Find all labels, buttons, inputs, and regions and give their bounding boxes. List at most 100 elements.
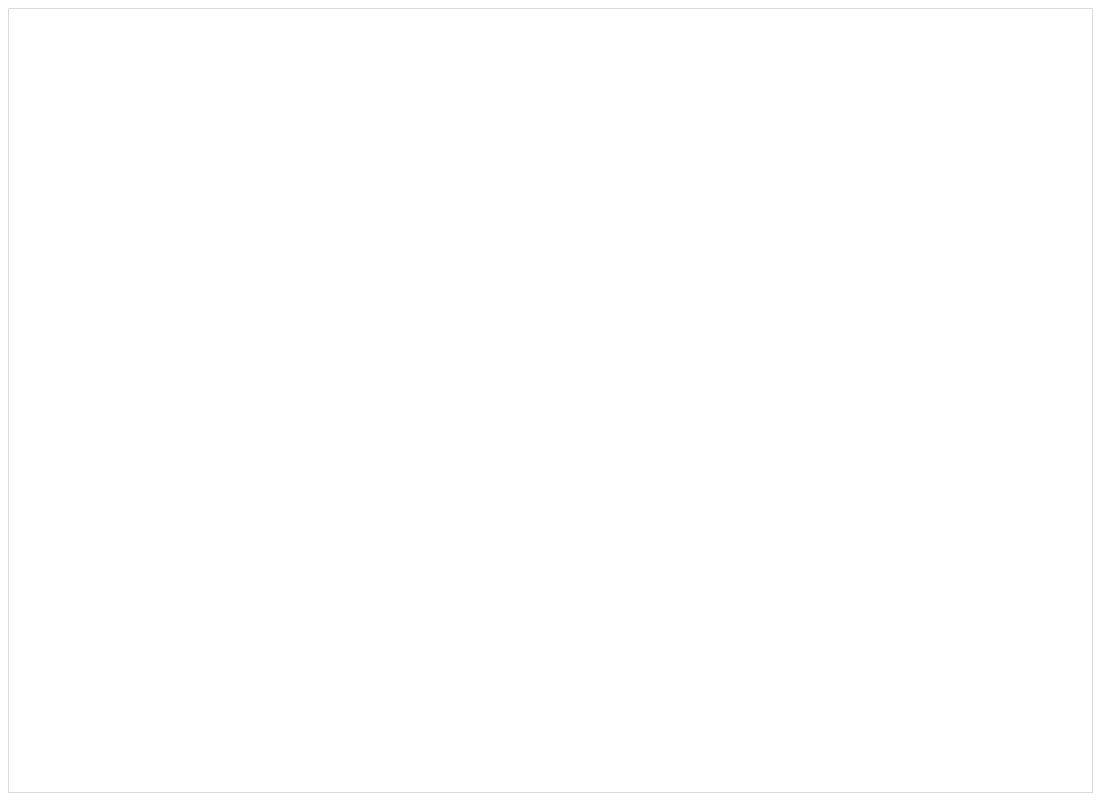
Text: 26: 26 <box>851 377 865 387</box>
Text: 5: 5 <box>351 181 358 191</box>
Text: 3: 3 <box>97 92 103 102</box>
Text: 18: 18 <box>833 92 847 102</box>
Text: 29: 29 <box>883 475 896 485</box>
Bar <box>232 233 274 261</box>
Bar <box>1020 240 1055 265</box>
Text: 10: 10 <box>449 92 462 102</box>
Text: 5: 5 <box>327 92 333 102</box>
FancyBboxPatch shape <box>63 303 168 398</box>
Text: 33: 33 <box>485 502 498 512</box>
Bar <box>654 420 675 428</box>
Bar <box>60 300 215 405</box>
Bar <box>704 236 756 264</box>
Bar <box>572 193 637 233</box>
Text: 30: 30 <box>621 519 635 529</box>
Text: 44: 44 <box>88 663 101 673</box>
Text: 11: 11 <box>483 92 497 102</box>
Text: eurospares: eurospares <box>92 474 392 518</box>
Text: 4: 4 <box>324 181 331 191</box>
Text: 9: 9 <box>456 181 463 191</box>
Bar <box>353 198 381 226</box>
Text: 1: 1 <box>166 243 174 253</box>
Text: 41: 41 <box>55 288 68 298</box>
Text: 6: 6 <box>372 181 378 191</box>
Bar <box>858 175 870 240</box>
Bar <box>820 408 845 428</box>
Bar <box>104 509 118 519</box>
Text: 4: 4 <box>292 92 298 102</box>
Text: 46: 46 <box>845 277 859 287</box>
Bar <box>446 516 453 524</box>
Text: 42: 42 <box>426 485 439 495</box>
Text: 12: 12 <box>685 370 698 380</box>
Text: 23: 23 <box>738 92 751 102</box>
Bar <box>104 483 118 493</box>
Bar <box>683 405 697 430</box>
Text: 43: 43 <box>123 663 136 673</box>
Text: 1: 1 <box>58 337 65 347</box>
Bar <box>718 165 858 253</box>
Text: 32: 32 <box>505 487 519 497</box>
Text: 21: 21 <box>978 92 992 102</box>
Bar <box>825 412 840 424</box>
Text: 6: 6 <box>362 92 369 102</box>
Bar <box>104 496 118 506</box>
Text: 15: 15 <box>649 238 662 248</box>
Bar <box>460 199 480 221</box>
Text: 9: 9 <box>417 92 424 102</box>
Bar <box>667 460 695 495</box>
Text: 34: 34 <box>689 521 702 531</box>
Bar <box>100 530 255 552</box>
Text: 19: 19 <box>871 92 884 102</box>
Text: 12: 12 <box>1054 225 1067 235</box>
Text: 33: 33 <box>724 516 737 526</box>
Text: eurospares: eurospares <box>598 202 898 246</box>
Text: eurospares: eurospares <box>598 474 898 518</box>
Text: 49: 49 <box>938 547 952 557</box>
Text: 2: 2 <box>65 92 72 102</box>
Bar <box>88 560 253 660</box>
Text: 14: 14 <box>653 217 667 227</box>
Text: 25: 25 <box>864 357 877 367</box>
Text: 47: 47 <box>873 277 887 287</box>
Text: 36: 36 <box>648 507 662 517</box>
Text: eurospares: eurospares <box>92 202 392 246</box>
Text: 35: 35 <box>441 520 454 530</box>
Text: 42: 42 <box>421 485 434 495</box>
Bar <box>425 268 485 290</box>
Text: 38: 38 <box>208 663 222 673</box>
Text: 45: 45 <box>832 547 845 557</box>
Bar <box>576 199 598 221</box>
Text: 20: 20 <box>928 92 942 102</box>
Text: 22: 22 <box>771 92 784 102</box>
Text: 40: 40 <box>152 663 165 673</box>
Text: 35: 35 <box>441 519 454 529</box>
Bar <box>700 280 755 312</box>
Text: 7: 7 <box>197 92 204 102</box>
Text: 7: 7 <box>246 220 253 230</box>
Text: 41: 41 <box>23 455 36 465</box>
Bar <box>430 193 490 233</box>
Bar <box>434 199 454 221</box>
Text: 27: 27 <box>808 395 822 405</box>
Text: 35: 35 <box>741 531 755 541</box>
Bar <box>42 473 97 531</box>
Text: 47: 47 <box>883 547 896 557</box>
Bar <box>30 468 125 538</box>
Text: 17: 17 <box>801 92 815 102</box>
Bar <box>703 283 750 307</box>
Text: 13: 13 <box>722 267 735 277</box>
Text: 37: 37 <box>421 505 434 515</box>
Bar <box>700 232 762 270</box>
Text: 31: 31 <box>402 585 415 595</box>
Text: 12: 12 <box>1048 92 1062 102</box>
Text: 28: 28 <box>868 445 882 455</box>
Text: 8: 8 <box>307 260 314 270</box>
Text: 37: 37 <box>428 507 442 517</box>
Text: 24: 24 <box>705 92 718 102</box>
Bar <box>678 382 700 394</box>
Bar <box>630 295 658 311</box>
Bar <box>102 480 120 522</box>
Bar <box>88 548 263 563</box>
Bar <box>492 598 510 668</box>
